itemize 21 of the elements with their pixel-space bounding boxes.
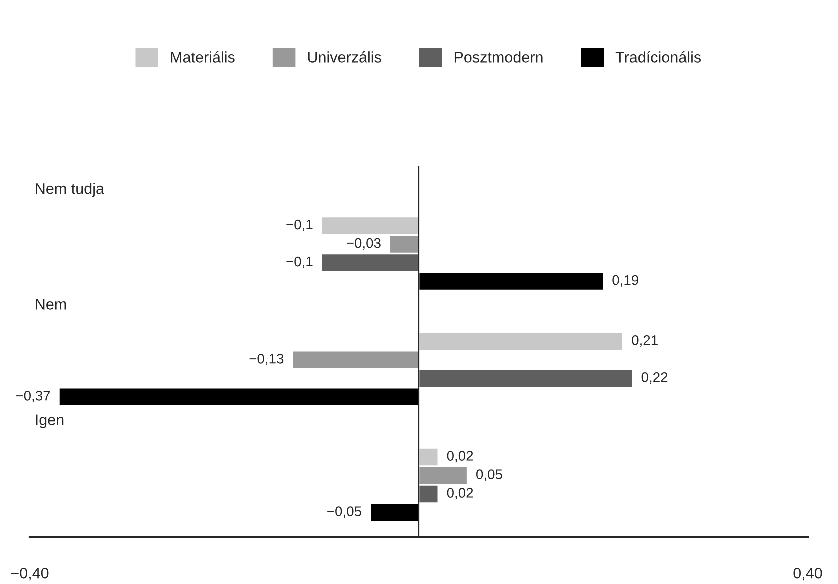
data-label: 0,19 [612,275,638,287]
x-tick-label: 0,40 [794,568,822,581]
data-label: −0,13 [250,354,284,366]
x-tick-label: −0,40 [11,568,49,581]
y-tick-label: Nem [36,299,66,310]
legend-label: Posztmodern [454,52,543,63]
data-label: −0,1 [286,256,313,268]
data-label: −0,05 [328,506,362,518]
y-tick-label: Igen [36,414,64,428]
data-label: 0,02 [447,451,474,463]
data-label: −0,37 [16,390,50,402]
data-label: 0,22 [642,372,668,384]
data-label: −0,03 [347,238,381,250]
data-label: −0,1 [286,220,313,232]
legend-label: Tradícionális [616,51,702,63]
data-label: 0,05 [476,470,502,482]
y-tick-label: Nem tudja [36,183,104,198]
data-label: 0,21 [632,335,658,347]
legend-label: Materiális [171,51,235,63]
legend-label: Univerzális [308,51,382,63]
data-label: 0,02 [447,488,474,500]
